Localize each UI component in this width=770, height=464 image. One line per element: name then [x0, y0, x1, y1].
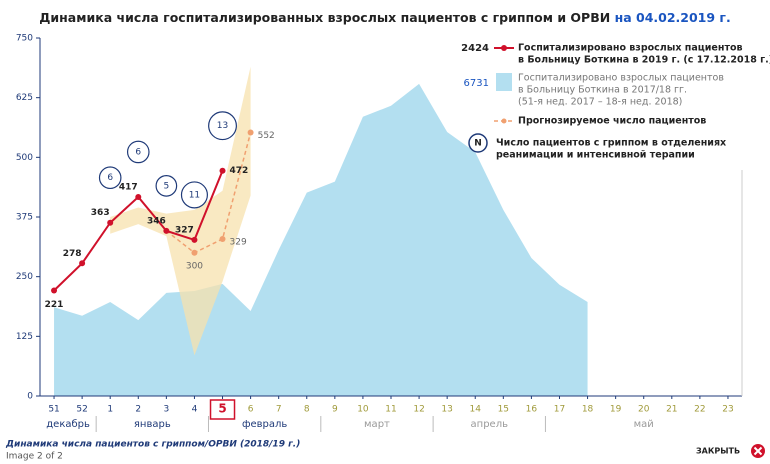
point [51, 287, 58, 294]
close-button[interactable]: ЗАКРЫТЬ [696, 444, 765, 458]
legend-swatch [496, 73, 512, 91]
forecast-label: 300 [186, 261, 203, 271]
y-tick-label: 750 [16, 34, 33, 44]
forecast-label: 552 [258, 131, 275, 141]
x-tick-label: 19 [610, 405, 622, 415]
value-label: 346 [147, 216, 166, 226]
point [219, 167, 226, 174]
month-label: декабрь [46, 419, 90, 430]
x-tick-label: 13 [441, 405, 452, 415]
forecast-point [191, 249, 198, 256]
x-tick-label: 22 [694, 405, 705, 415]
value-label: 472 [230, 166, 249, 176]
legend-text: Прогнозируемое число пациентов [518, 116, 706, 127]
highlight-box [209, 399, 236, 420]
close-label[interactable]: ЗАКРЫТЬ [696, 447, 740, 456]
icu-circle [98, 166, 122, 190]
x-tick-label: 15 [498, 405, 509, 415]
forecast-band [110, 66, 251, 356]
month-label: январь [134, 419, 171, 430]
value-label: 363 [91, 208, 110, 218]
y-tick-label: 0 [27, 392, 33, 402]
forecast-label: 329 [230, 237, 247, 247]
legend-text: в Больницу Боткина в 2019 г. (с 17.12.20… [518, 55, 770, 66]
point [135, 193, 142, 200]
legend-swatch [501, 45, 507, 51]
point [107, 219, 114, 226]
legend-text: Госпитализировано взрослых пациентов [518, 73, 724, 84]
point [79, 260, 86, 267]
title-date: на 04.02.2019 г. [615, 10, 731, 25]
x-tick-label: 12 [413, 405, 424, 415]
x-tick-label: 16 [526, 405, 538, 415]
legend-text: (51-я нед. 2017 – 18-я нед. 2018) [518, 97, 682, 108]
x-tick-label: 9 [332, 405, 338, 415]
x-tick-label: 5 [218, 402, 226, 416]
icu-circle [208, 111, 237, 141]
x-tick-label: 21 [666, 405, 677, 415]
x-tick-label: 10 [357, 405, 369, 415]
x-tick-label: 3 [163, 405, 169, 415]
icu-label: 5 [163, 181, 169, 191]
x-tick-label: 11 [385, 405, 396, 415]
month-label: апрель [471, 419, 509, 430]
chart-title: Динамика числа госпитализированных взрос… [39, 10, 730, 25]
y-tick-label: 625 [16, 93, 33, 103]
month-label: май [634, 419, 654, 430]
legend-total: 6731 [464, 78, 489, 89]
x-tick-label: 52 [76, 405, 87, 415]
counter: Image 2 of 2 [6, 452, 63, 462]
title-text: Динамика числа госпитализированных взрос… [39, 10, 610, 25]
value-label: 417 [119, 182, 138, 192]
y-tick-label: 250 [16, 272, 33, 282]
icu-circle [155, 174, 178, 197]
icu-label: 11 [189, 190, 200, 200]
legend-text: реанимации и интенсивной терапии [496, 150, 695, 161]
x-tick-label: 18 [582, 405, 594, 415]
x-tick-label: 8 [304, 405, 310, 415]
value-label: 327 [175, 225, 194, 235]
icu-label: 13 [217, 121, 228, 131]
area [54, 83, 588, 396]
legend-text: в Больницу Боткина в 2017/18 гг. [518, 85, 687, 96]
month-label: март [364, 419, 390, 430]
x-tick-label: 23 [722, 405, 733, 415]
x-tick-label: 1 [107, 405, 113, 415]
forecast-line [165, 132, 252, 254]
point [163, 227, 170, 234]
x-tick-label: 20 [638, 405, 650, 415]
legend-swatch [501, 118, 507, 124]
x-tick-label: 14 [470, 405, 482, 415]
month-label: февраль [242, 419, 287, 430]
legend-text: Госпитализировано взрослых пациентов [518, 43, 742, 54]
close-x[interactable] [753, 446, 763, 456]
forecast-point [247, 129, 254, 136]
caption: Динамика числа пациентов с гриппом/ОРВИ … [5, 440, 300, 450]
y-tick-label: 500 [16, 153, 33, 163]
x-tick-label: 17 [554, 405, 565, 415]
value-label: 278 [63, 249, 82, 259]
legend-symbol: N [474, 139, 482, 149]
x-tick-label: 6 [248, 405, 254, 415]
y-tick-label: 375 [16, 213, 33, 223]
x-tick-label: 2 [135, 405, 141, 415]
icu-circle [180, 181, 208, 209]
point [191, 236, 198, 243]
forecast-point [219, 235, 226, 242]
x-tick-label: 4 [192, 405, 198, 415]
icu-circle [126, 140, 150, 164]
y-tick-label: 125 [16, 332, 33, 342]
x-tick-label: 7 [276, 405, 282, 415]
icu-label: 6 [107, 173, 113, 183]
legend-swatch [468, 133, 488, 153]
legend-total: 2424 [461, 43, 489, 54]
icu-label: 6 [135, 147, 141, 157]
legend-text: Число пациентов с гриппом в отделениях [496, 138, 726, 149]
value-label: 221 [45, 300, 64, 310]
x-tick-label: 51 [48, 405, 59, 415]
